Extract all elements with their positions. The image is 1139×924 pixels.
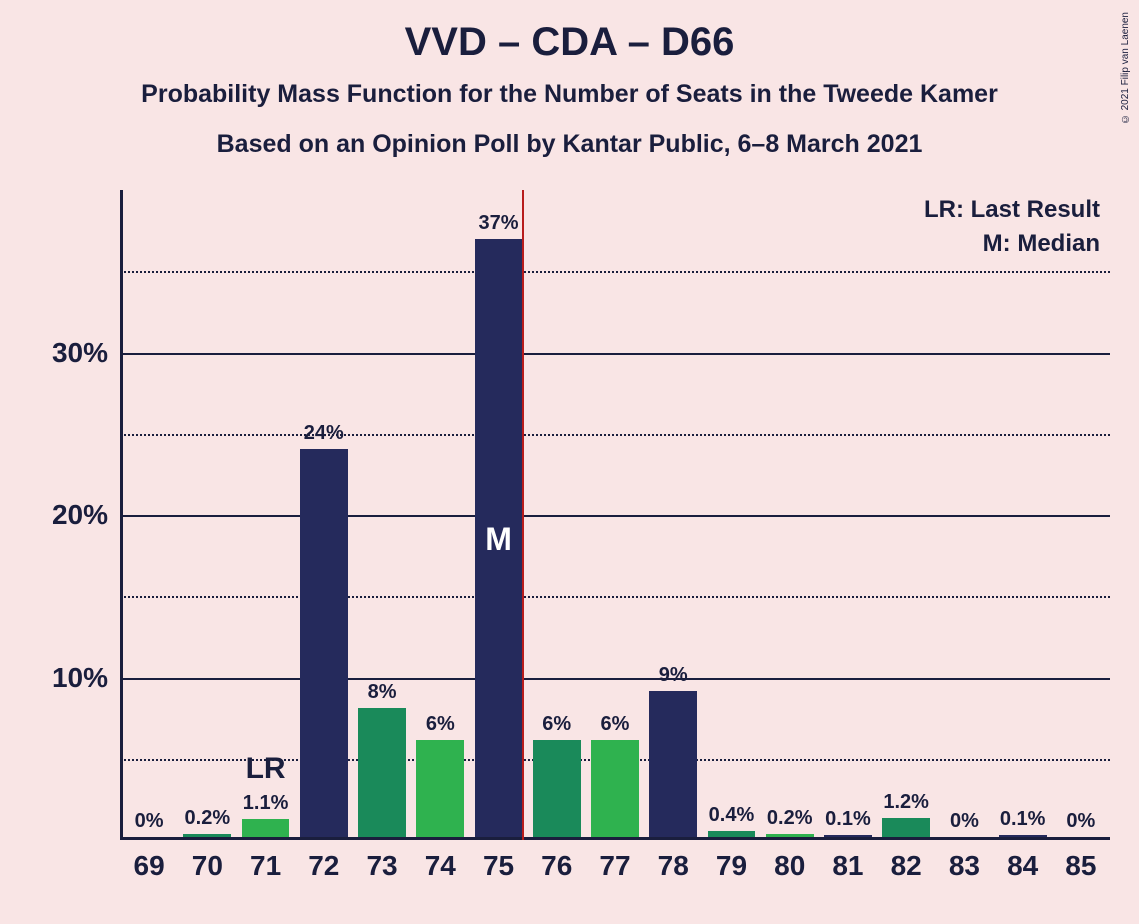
- bar-value-label: 0%: [135, 810, 164, 833]
- bar-value-label: 37%: [479, 212, 519, 235]
- bar-value-label: 0.1%: [1000, 808, 1046, 831]
- bar-value-label: 6%: [542, 713, 571, 736]
- x-tick-label: 71: [250, 850, 281, 882]
- bar: 9%: [649, 691, 697, 837]
- bar: 1.1%: [242, 819, 290, 837]
- x-tick-label: 73: [366, 850, 397, 882]
- x-tick-label: 78: [658, 850, 689, 882]
- median-line: [522, 190, 524, 840]
- bar-value-label: 1.1%: [243, 792, 289, 815]
- bar-value-label: 24%: [304, 422, 344, 445]
- bar: 6%: [416, 740, 464, 837]
- bar-value-label: 8%: [368, 681, 397, 704]
- legend: LR: Last Result M: Median: [924, 196, 1100, 264]
- y-tick-label: 20%: [52, 499, 108, 531]
- bar: 0.2%: [183, 834, 231, 837]
- gridline-major: [120, 353, 1110, 355]
- chart-container: VVD – CDA – D66 Probability Mass Functio…: [0, 0, 1139, 924]
- gridline-major: [120, 515, 1110, 517]
- bar: 6%: [533, 740, 581, 837]
- bar: 24%: [300, 449, 348, 837]
- chart-subtitle-1: Probability Mass Function for the Number…: [0, 80, 1139, 109]
- x-tick-label: 72: [308, 850, 339, 882]
- bar: 0.2%: [766, 834, 814, 837]
- copyright-text: © 2021 Filip van Laenen: [1120, 12, 1131, 124]
- bar-value-label: 1.2%: [883, 791, 929, 814]
- bar-value-label: 9%: [659, 664, 688, 687]
- bar: 0.1%: [999, 835, 1047, 837]
- bar-value-label: 6%: [601, 713, 630, 736]
- chart-subtitle-2: Based on an Opinion Poll by Kantar Publi…: [0, 130, 1139, 159]
- x-tick-label: 81: [832, 850, 863, 882]
- x-tick-label: 75: [483, 850, 514, 882]
- x-tick-label: 84: [1007, 850, 1038, 882]
- lr-label: LR: [246, 752, 286, 786]
- x-tick-label: 69: [134, 850, 165, 882]
- bar-value-label: 6%: [426, 713, 455, 736]
- bar-value-label: 0.4%: [709, 804, 755, 827]
- x-tick-label: 80: [774, 850, 805, 882]
- gridline-major: [120, 678, 1110, 680]
- gridline-minor: [120, 271, 1110, 273]
- plot-area: LR: Last Result M: Median 10%20%30%0%690…: [120, 190, 1110, 840]
- bar: 0.1%: [824, 835, 872, 837]
- x-tick-label: 82: [891, 850, 922, 882]
- chart-title: VVD – CDA – D66: [0, 20, 1139, 65]
- bar: 0.4%: [708, 831, 756, 837]
- gridline-minor: [120, 434, 1110, 436]
- bar: 8%: [358, 708, 406, 837]
- x-tick-label: 74: [425, 850, 456, 882]
- median-label: M: [485, 521, 512, 558]
- bar-value-label: 0.1%: [825, 808, 871, 831]
- x-axis: [120, 837, 1110, 840]
- y-tick-label: 10%: [52, 662, 108, 694]
- bar-value-label: 0%: [950, 810, 979, 833]
- x-tick-label: 77: [599, 850, 630, 882]
- x-tick-label: 79: [716, 850, 747, 882]
- bar-value-label: 0%: [1066, 810, 1095, 833]
- gridline-minor: [120, 596, 1110, 598]
- legend-lr: LR: Last Result: [924, 196, 1100, 224]
- bar: 6%: [591, 740, 639, 837]
- y-tick-label: 30%: [52, 337, 108, 369]
- x-tick-label: 85: [1065, 850, 1096, 882]
- x-tick-label: 70: [192, 850, 223, 882]
- legend-m: M: Median: [924, 230, 1100, 258]
- bar: 1.2%: [882, 818, 930, 837]
- x-tick-label: 83: [949, 850, 980, 882]
- x-tick-label: 76: [541, 850, 572, 882]
- bar-value-label: 0.2%: [767, 807, 813, 830]
- bar-value-label: 0.2%: [185, 807, 231, 830]
